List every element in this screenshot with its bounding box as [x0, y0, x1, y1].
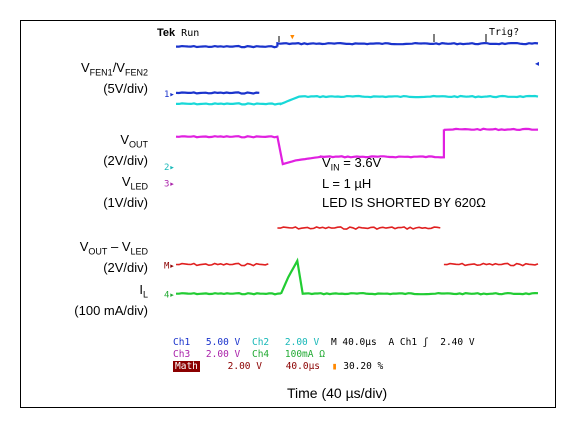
- scope-mode: Run: [181, 28, 200, 39]
- trigger-source: A Ch1 ʃ: [388, 337, 429, 348]
- timebase: M 40.0µs: [330, 337, 377, 348]
- label-vdiff: VOUT – VLED (2V/div): [79, 239, 148, 275]
- label-vdiff-name: VOUT – VLED: [79, 239, 148, 257]
- settings-row1: Ch1 5.00 V Ch2 2.00 V M 40.0µs A Ch1 ʃ 2…: [173, 337, 475, 348]
- annotation-vin: VIN = 3.6V: [322, 155, 382, 173]
- trace-math_right: [443, 262, 539, 267]
- ch4-scale: 100mA Ω: [284, 349, 325, 360]
- trace-vfen_mid: [176, 94, 539, 106]
- label-vled-scale: (1V/div): [103, 194, 148, 210]
- math-scale: 2.00 V: [227, 361, 262, 372]
- annotation-inductance: L = 1 µH: [322, 176, 372, 191]
- position-icon: ▮: [331, 361, 338, 372]
- label-il-scale: (100 mA/div): [74, 302, 148, 318]
- trace-math_left: [175, 262, 269, 267]
- trace-il: [176, 257, 539, 296]
- label-vout-name: VOUT: [120, 132, 148, 150]
- trace-fen_top: [176, 41, 539, 49]
- label-il: IL (100 mA/div): [74, 282, 148, 318]
- annotation-note: LED IS SHORTED BY 620Ω: [322, 195, 486, 210]
- ch3-label: Ch3: [173, 349, 191, 360]
- channel-marker-m: M▸: [164, 261, 175, 271]
- math-label: Math: [173, 361, 200, 372]
- trace-fen_low: [175, 91, 260, 95]
- label-vout: VOUT (2V/div): [103, 132, 148, 168]
- math-timebase: 40.0µs: [285, 361, 321, 372]
- ch4-label: Ch4: [251, 349, 270, 360]
- trigger-level-marker: ◂: [535, 59, 539, 68]
- x-axis-label: Time (40 µs/div): [287, 385, 388, 401]
- figure-frame: [20, 20, 556, 408]
- channel-marker-2: 2▸: [164, 163, 175, 173]
- trace-vout: [175, 127, 539, 166]
- channel-marker-3: 3▸: [164, 179, 175, 189]
- scope-brand: Tek: [157, 27, 176, 39]
- trace-math_mid: [277, 226, 441, 231]
- settings-row2: Ch3 2.00 V Ch4 100mA Ω: [173, 349, 325, 360]
- label-vfen-name: VFEN1/VFEN2: [81, 60, 148, 78]
- trigger-position-marker: ▾: [289, 30, 296, 43]
- label-vdiff-scale: (2V/div): [103, 259, 148, 275]
- ch3-scale: 2.00 V: [205, 349, 241, 360]
- trigger-position: 30.20 %: [343, 361, 384, 372]
- ch1-label: Ch1: [173, 337, 191, 348]
- label-vfen: VFEN1/VFEN2 (5V/div): [81, 60, 148, 96]
- scope-header: Tek Run: [157, 27, 199, 39]
- label-vfen-scale: (5V/div): [103, 80, 148, 96]
- trigger-level: 2.40 V: [440, 337, 475, 348]
- label-vout-scale: (2V/div): [103, 152, 148, 168]
- settings-row3: Math 2.00 V 40.0µs ▮ 30.20 %: [173, 361, 383, 372]
- ch1-scale: 5.00 V: [205, 337, 241, 348]
- ch2-label: Ch2: [251, 337, 270, 348]
- trigger-status: Trig?: [489, 27, 520, 38]
- channel-marker-4: 4▸: [164, 291, 175, 301]
- ch2-scale: 2.00 V: [284, 337, 320, 348]
- label-vled: VLED (1V/div): [103, 174, 148, 210]
- channel-marker-1: 1▸: [164, 90, 175, 100]
- label-il-name: IL: [139, 282, 148, 300]
- label-vled-name: VLED: [121, 174, 148, 192]
